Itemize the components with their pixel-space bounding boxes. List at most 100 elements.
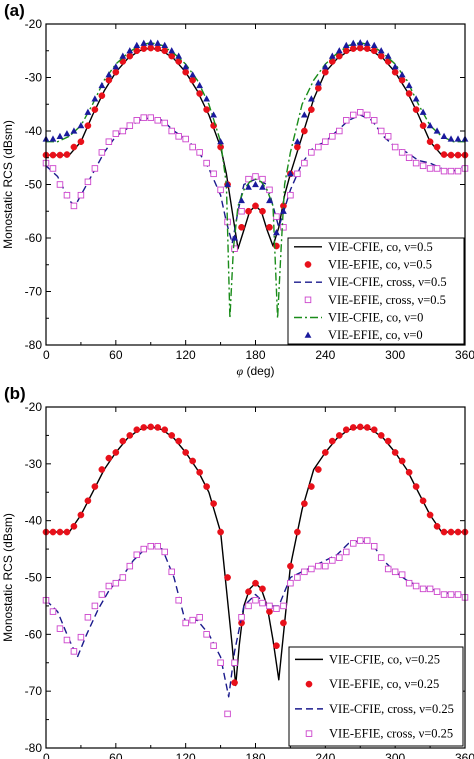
data-point bbox=[419, 122, 427, 130]
data-point bbox=[412, 159, 420, 167]
data-point bbox=[238, 207, 245, 215]
data-point bbox=[147, 39, 155, 46]
data-point bbox=[112, 130, 120, 137]
data-point bbox=[84, 614, 92, 621]
data-point bbox=[405, 90, 413, 97]
data-point bbox=[77, 191, 85, 199]
data-point bbox=[112, 449, 120, 456]
series-markers-4 bbox=[42, 537, 469, 718]
data-point bbox=[357, 537, 364, 544]
data-point bbox=[56, 132, 64, 139]
data-point bbox=[147, 542, 154, 550]
data-point bbox=[363, 111, 371, 119]
data-point bbox=[259, 175, 266, 183]
data-point bbox=[133, 426, 141, 434]
data-point bbox=[301, 159, 308, 167]
data-point bbox=[384, 565, 392, 573]
data-point bbox=[259, 599, 266, 607]
x-tick-label: 300 bbox=[385, 751, 405, 759]
data-point bbox=[161, 119, 168, 127]
data-point bbox=[321, 63, 329, 70]
data-point bbox=[384, 52, 392, 59]
data-point bbox=[349, 39, 357, 46]
data-point bbox=[105, 76, 113, 84]
legend-label: VIE-EFIE, co, ν=0.25 bbox=[329, 677, 439, 691]
data-point bbox=[98, 92, 106, 100]
data-point bbox=[49, 151, 57, 159]
x-axis: 0 60 120 180 240 300 360 bbox=[43, 24, 474, 362]
data-point bbox=[398, 457, 406, 465]
data-point bbox=[63, 151, 71, 158]
legend-label: VIE-CFIE, co, ν=0.25 bbox=[329, 652, 440, 666]
data-point bbox=[91, 483, 99, 490]
data-point bbox=[84, 178, 92, 186]
data-point bbox=[440, 151, 448, 158]
data-point bbox=[405, 579, 413, 587]
x-axis: 0 60 120 180 240 300 360 bbox=[43, 407, 474, 759]
data-point bbox=[447, 591, 455, 598]
data-point bbox=[182, 619, 189, 627]
y-tick-label: -40 bbox=[25, 124, 43, 138]
data-point bbox=[336, 127, 343, 135]
legend-swatch bbox=[304, 261, 312, 268]
data-point bbox=[412, 483, 420, 490]
data-point bbox=[315, 143, 322, 151]
data-point bbox=[161, 47, 169, 55]
data-point bbox=[231, 659, 238, 667]
data-point bbox=[398, 76, 406, 84]
data-point bbox=[328, 52, 336, 59]
data-point bbox=[405, 469, 413, 476]
series-markers-4 bbox=[42, 109, 469, 252]
data-point bbox=[280, 602, 287, 610]
data-point bbox=[224, 710, 231, 718]
data-point bbox=[447, 135, 455, 142]
data-point bbox=[154, 45, 162, 52]
legend: VIE-CFIE, co, ν=0.25 VIE-EFIE, co, ν=0.25… bbox=[288, 646, 464, 747]
data-point bbox=[426, 165, 434, 172]
data-point bbox=[363, 537, 371, 544]
data-point bbox=[98, 466, 106, 473]
data-point bbox=[280, 619, 287, 627]
y-tick-label: -70 bbox=[25, 684, 43, 698]
data-point bbox=[231, 679, 238, 686]
data-point bbox=[419, 162, 427, 170]
data-point bbox=[280, 224, 287, 231]
data-point bbox=[329, 133, 336, 140]
data-point bbox=[426, 511, 434, 519]
data-point bbox=[419, 497, 427, 505]
data-point bbox=[56, 151, 64, 159]
data-point bbox=[266, 223, 273, 231]
data-point bbox=[433, 165, 441, 172]
data-point bbox=[245, 207, 252, 215]
data-point bbox=[343, 548, 350, 556]
data-point bbox=[126, 52, 134, 60]
data-point bbox=[189, 616, 196, 624]
x-tick-label: 120 bbox=[176, 348, 196, 362]
data-point bbox=[343, 117, 350, 124]
data-point bbox=[259, 585, 266, 593]
data-point bbox=[224, 180, 231, 188]
data-point bbox=[294, 143, 301, 151]
data-point bbox=[294, 574, 301, 581]
x-tick-label: 120 bbox=[176, 751, 196, 759]
data-point bbox=[133, 41, 141, 48]
data-point bbox=[377, 127, 385, 135]
panel-label: (b) bbox=[4, 384, 26, 403]
data-point bbox=[77, 633, 85, 641]
data-point bbox=[231, 245, 238, 252]
data-point bbox=[273, 229, 280, 236]
data-point bbox=[252, 173, 259, 180]
data-point bbox=[210, 170, 217, 178]
data-point bbox=[154, 424, 162, 431]
data-point bbox=[266, 608, 273, 615]
data-point bbox=[370, 41, 378, 48]
data-point bbox=[433, 143, 441, 151]
series-markers-2 bbox=[42, 423, 469, 686]
data-point bbox=[168, 47, 176, 54]
data-point bbox=[196, 90, 203, 97]
data-point bbox=[189, 76, 196, 84]
data-point bbox=[182, 63, 190, 70]
data-point bbox=[70, 127, 78, 134]
legend-box bbox=[288, 646, 464, 747]
data-point bbox=[91, 95, 99, 102]
